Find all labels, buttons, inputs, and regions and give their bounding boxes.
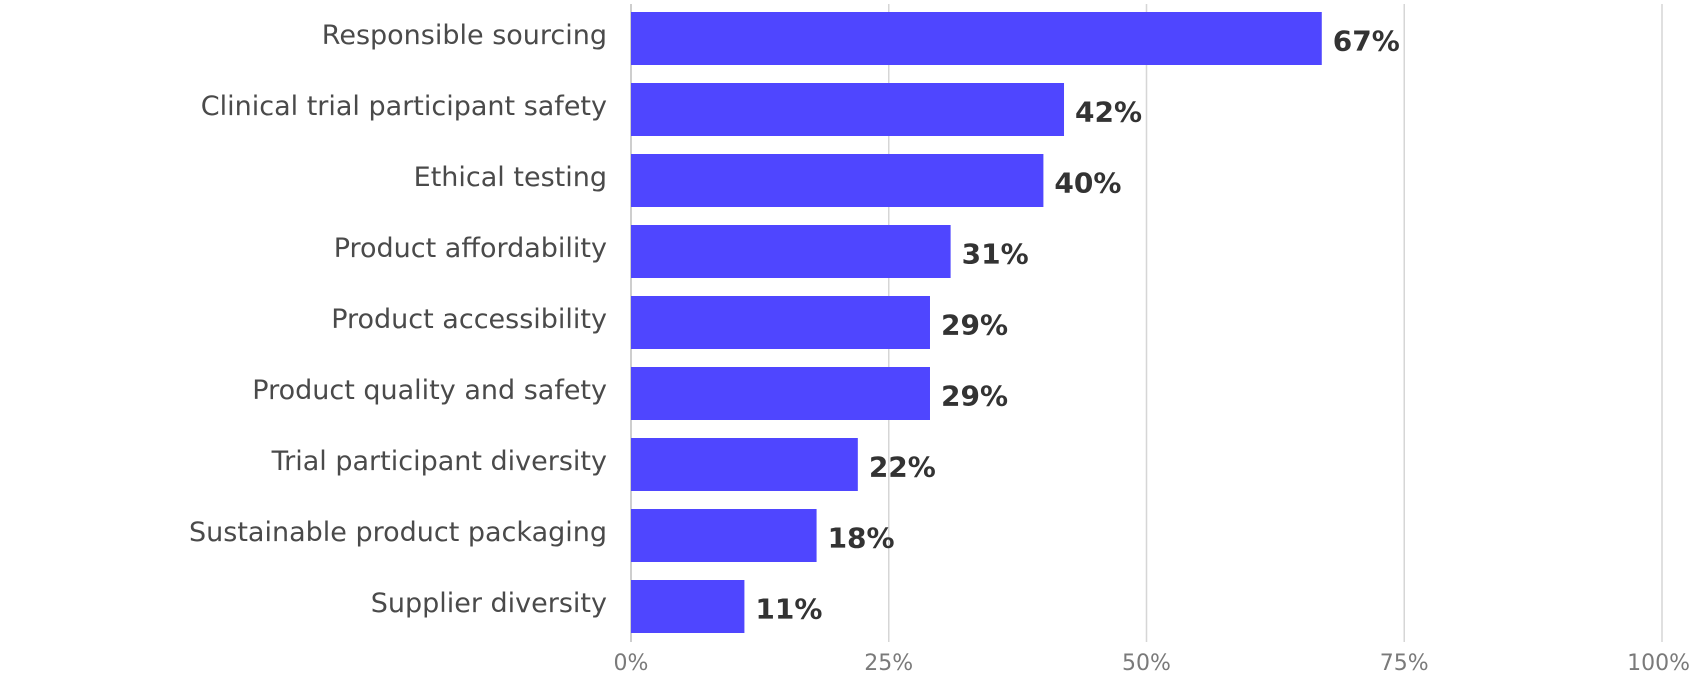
- category-label: Responsible sourcing: [322, 20, 607, 51]
- bar: [631, 154, 1044, 207]
- bar: [631, 83, 1065, 136]
- bar: [631, 12, 1322, 65]
- x-tick-label: 25%: [864, 651, 913, 675]
- value-label: 22%: [869, 451, 936, 484]
- value-label: 67%: [1333, 25, 1400, 58]
- category-label: Ethical testing: [414, 162, 607, 193]
- value-label: 18%: [828, 522, 895, 555]
- x-tick-label: 100%: [1627, 651, 1690, 675]
- x-tick-label: 75%: [1380, 651, 1429, 675]
- category-label: Product quality and safety: [252, 375, 607, 406]
- value-label: 29%: [941, 309, 1008, 342]
- value-label: 40%: [1054, 167, 1121, 200]
- value-label: 29%: [941, 380, 1008, 413]
- value-label: 11%: [755, 593, 822, 626]
- x-tick-label: 50%: [1122, 651, 1171, 675]
- x-axis-ticks: 0% 25% 50% 75% 100%: [614, 651, 1690, 675]
- category-labels: Responsible sourcing Clinical trial parti…: [189, 20, 607, 619]
- category-label: Sustainable product packaging: [189, 517, 607, 548]
- value-label: 31%: [962, 238, 1029, 271]
- bar: [631, 509, 817, 562]
- value-labels: 67% 42% 40% 31% 29% 29% 22% 18% 11%: [755, 25, 1399, 626]
- bar: [631, 225, 951, 278]
- category-label: Product affordability: [334, 233, 607, 264]
- value-label: 42%: [1075, 96, 1142, 129]
- category-label: Supplier diversity: [371, 588, 607, 619]
- bar: [631, 367, 930, 420]
- bar: [631, 580, 745, 633]
- bar: [631, 438, 858, 491]
- bar: [631, 296, 930, 349]
- category-label: Clinical trial participant safety: [201, 91, 607, 122]
- bars: [631, 12, 1322, 633]
- x-tick-label: 0%: [614, 651, 649, 675]
- category-label: Trial participant diversity: [271, 446, 607, 477]
- category-label: Product accessibility: [331, 304, 607, 335]
